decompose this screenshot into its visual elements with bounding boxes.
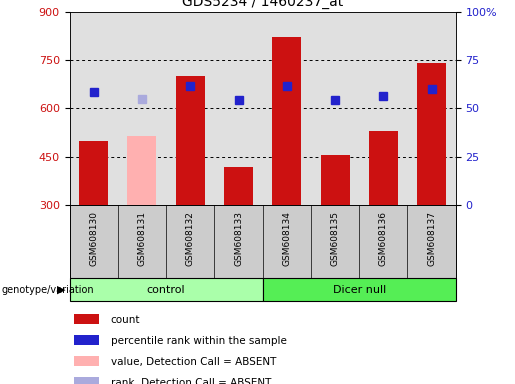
Text: GSM608135: GSM608135 [331, 211, 339, 266]
Text: genotype/variation: genotype/variation [1, 285, 94, 295]
Text: rank, Detection Call = ABSENT: rank, Detection Call = ABSENT [111, 378, 271, 384]
Bar [224, 167, 253, 205]
Text: Dicer null: Dicer null [333, 285, 386, 295]
Text: GSM608136: GSM608136 [379, 211, 388, 266]
Text: GSM608132: GSM608132 [186, 211, 195, 266]
Bar [272, 37, 301, 205]
Text: percentile rank within the sample: percentile rank within the sample [111, 336, 287, 346]
Text: GSM608131: GSM608131 [138, 211, 146, 266]
Text: count: count [111, 314, 140, 324]
Text: control: control [147, 285, 185, 295]
Bar [320, 156, 350, 205]
Text: GSM608130: GSM608130 [89, 211, 98, 266]
Bar [74, 335, 99, 344]
Bar [369, 131, 398, 205]
Bar [263, 278, 456, 301]
Bar [74, 356, 99, 366]
Text: GSM608134: GSM608134 [282, 211, 291, 266]
Title: GDS5234 / 1460237_at: GDS5234 / 1460237_at [182, 0, 344, 9]
Text: value, Detection Call = ABSENT: value, Detection Call = ABSENT [111, 357, 276, 367]
Bar [74, 377, 99, 384]
Bar [417, 63, 446, 205]
Bar [176, 76, 205, 205]
Text: ▶: ▶ [57, 285, 65, 295]
Bar [128, 136, 157, 205]
Text: GSM608133: GSM608133 [234, 211, 243, 266]
Bar [79, 141, 108, 205]
Bar [70, 278, 263, 301]
Bar [74, 314, 99, 324]
Text: GSM608137: GSM608137 [427, 211, 436, 266]
